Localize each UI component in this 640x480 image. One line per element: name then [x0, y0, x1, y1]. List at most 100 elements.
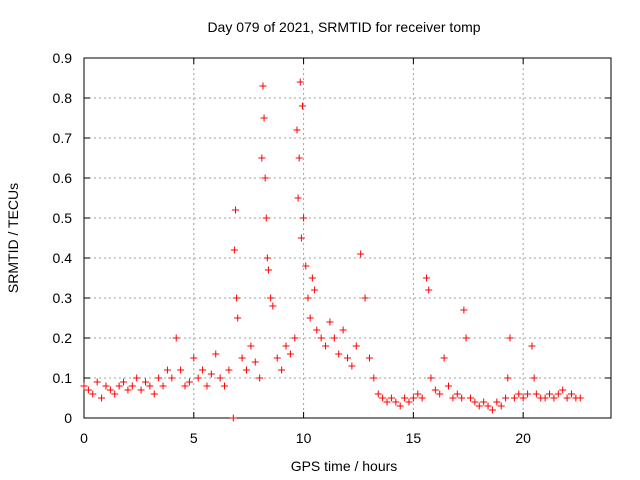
data-point: [510, 394, 518, 402]
data-point: [295, 154, 303, 162]
data-point: [370, 374, 378, 382]
data-point: [258, 154, 266, 162]
y-tick-label: 0.9: [53, 50, 73, 66]
data-point: [261, 174, 269, 182]
data-point: [177, 366, 185, 374]
data-point: [409, 394, 417, 402]
data-point: [137, 386, 145, 394]
data-point: [425, 286, 433, 294]
data-point: [203, 382, 211, 390]
x-tick-label: 5: [190, 430, 198, 446]
data-point: [414, 390, 422, 398]
data-point: [466, 394, 474, 402]
data-point: [504, 374, 512, 382]
data-point: [563, 394, 571, 402]
data-point: [286, 350, 294, 358]
data-point: [234, 314, 242, 322]
data-point: [230, 246, 238, 254]
data-point: [361, 294, 369, 302]
data-point: [106, 386, 114, 394]
data-point: [264, 266, 272, 274]
data-point: [471, 398, 479, 406]
data-point: [155, 374, 163, 382]
data-point: [181, 382, 189, 390]
data-point: [263, 254, 271, 262]
data-point: [256, 374, 264, 382]
data-point: [379, 394, 387, 402]
data-point: [216, 374, 224, 382]
y-tick-label: 0.4: [53, 250, 73, 266]
x-tick-label: 0: [80, 430, 88, 446]
y-tick-label: 0.1: [53, 370, 73, 386]
data-point: [141, 378, 149, 386]
data-point: [423, 274, 431, 282]
data-point: [269, 302, 277, 310]
data-point: [405, 398, 413, 406]
data-point: [232, 206, 240, 214]
data-point: [190, 354, 198, 362]
data-point: [519, 394, 527, 402]
y-axis-label: SRMTID / TECUs: [5, 183, 21, 293]
data-point: [133, 374, 141, 382]
data-point: [488, 406, 496, 414]
data-point: [207, 370, 215, 378]
data-point: [506, 334, 514, 342]
data-point: [304, 294, 312, 302]
data-point: [546, 390, 554, 398]
data-point: [163, 366, 171, 374]
data-point: [528, 342, 536, 350]
data-point: [84, 386, 92, 394]
x-axis-label: GPS time / hours: [291, 458, 398, 474]
data-point: [229, 414, 237, 422]
data-point: [330, 334, 338, 342]
data-point: [576, 394, 584, 402]
axis-ticks: 0 0.1 0.2 0.3 0.4 0.5 0.6 0.7 0.8 0.9 0 5 10 15 20: [53, 50, 611, 446]
data-point: [111, 390, 119, 398]
data-point: [146, 382, 154, 390]
data-point: [291, 334, 299, 342]
data-point: [262, 214, 270, 222]
data-point: [530, 374, 538, 382]
data-point: [493, 398, 501, 406]
data-point: [212, 350, 220, 358]
y-tick-label: 0.2: [53, 330, 73, 346]
data-point: [348, 362, 356, 370]
data-point: [251, 358, 259, 366]
data-point: [89, 390, 97, 398]
data-point: [124, 386, 132, 394]
data-point: [221, 382, 229, 390]
data-point: [344, 354, 351, 362]
data-point: [300, 214, 308, 222]
data-point: [418, 394, 426, 402]
data-point: [440, 354, 448, 362]
data-point: [445, 382, 453, 390]
data-point: [453, 390, 461, 398]
data-point: [80, 382, 88, 390]
data-point: [392, 398, 400, 406]
data-point: [396, 402, 404, 410]
data-point: [339, 326, 347, 334]
data-point: [293, 126, 301, 134]
data-point: [550, 394, 558, 402]
data-point: [383, 398, 391, 406]
data-point: [282, 342, 290, 350]
data-point: [302, 262, 310, 270]
data-point: [326, 318, 334, 326]
data-point: [458, 394, 466, 402]
data-point: [427, 374, 435, 382]
data-point: [297, 234, 305, 242]
data-point: [541, 394, 549, 402]
data-point: [296, 78, 304, 86]
data-point: [475, 402, 483, 410]
data-point: [365, 354, 373, 362]
data-point: [357, 250, 365, 258]
chart-title: Day 079 of 2021, SRMTID for receiver tom…: [207, 19, 480, 35]
data-point: [436, 390, 444, 398]
data-point: [267, 294, 275, 302]
data-point: [515, 390, 523, 398]
data-point: [497, 402, 505, 410]
data-point: [313, 326, 321, 334]
data-point: [431, 386, 439, 394]
data-point: [128, 382, 136, 390]
